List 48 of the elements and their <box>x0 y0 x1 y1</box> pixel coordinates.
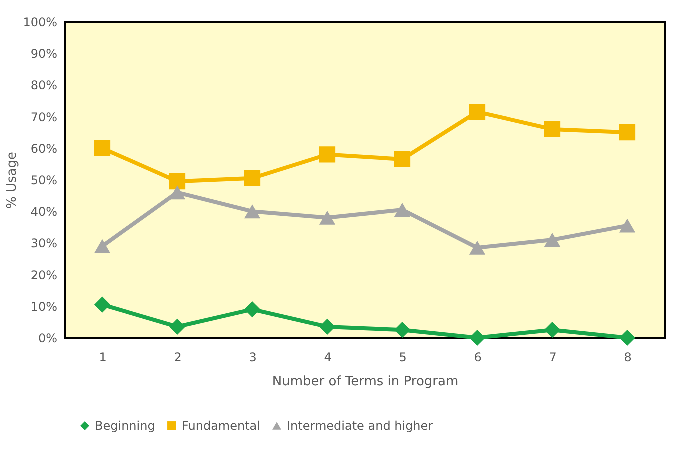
x-tick-label: 3 <box>249 350 257 364</box>
point <box>169 186 186 200</box>
y-tick-label: 80% <box>30 78 58 93</box>
point <box>319 146 336 163</box>
point <box>544 121 561 138</box>
x-axis-title: Number of Terms in Program <box>272 374 459 390</box>
legend-label: Beginning <box>95 419 156 433</box>
y-tick-label: 100% <box>23 16 58 30</box>
point <box>544 322 561 338</box>
x-tick-label: 6 <box>474 350 482 364</box>
y-axis-title: % Usage <box>5 152 20 209</box>
y-tick-label: 90% <box>30 47 58 62</box>
point <box>394 203 411 217</box>
y-tick-label: 30% <box>30 236 58 251</box>
point <box>394 322 411 338</box>
point <box>469 104 486 120</box>
point <box>394 151 411 168</box>
point <box>94 296 111 313</box>
y-tick-label: 50% <box>30 174 58 188</box>
point <box>169 174 186 190</box>
x-tick-label: 5 <box>399 350 407 364</box>
legend-label: Intermediate and higher <box>287 419 434 433</box>
x-tick-label: 7 <box>549 350 557 364</box>
point <box>619 124 636 141</box>
y-tick-label: 70% <box>30 110 58 124</box>
legend-label: Fundamental <box>182 419 260 433</box>
point <box>469 240 486 255</box>
point <box>319 318 336 335</box>
x-tick-label: 4 <box>324 350 332 364</box>
point <box>244 302 261 318</box>
point <box>94 239 111 254</box>
y-tick-label: 20% <box>30 268 58 282</box>
y-tick-label: 10% <box>30 300 58 314</box>
y-tick-label: 40% <box>30 205 58 220</box>
point <box>169 318 186 335</box>
point <box>244 170 261 186</box>
y-tick-label: 0% <box>38 332 58 346</box>
x-tick-label: 1 <box>99 350 107 364</box>
x-tick-label: 8 <box>624 350 632 364</box>
point <box>619 218 636 233</box>
x-tick-label: 2 <box>174 350 182 364</box>
point <box>469 330 486 346</box>
y-tick-label: 60% <box>30 142 58 156</box>
point <box>319 210 336 225</box>
point <box>244 204 261 219</box>
point <box>619 330 636 346</box>
point <box>544 233 561 248</box>
point <box>94 140 111 156</box>
